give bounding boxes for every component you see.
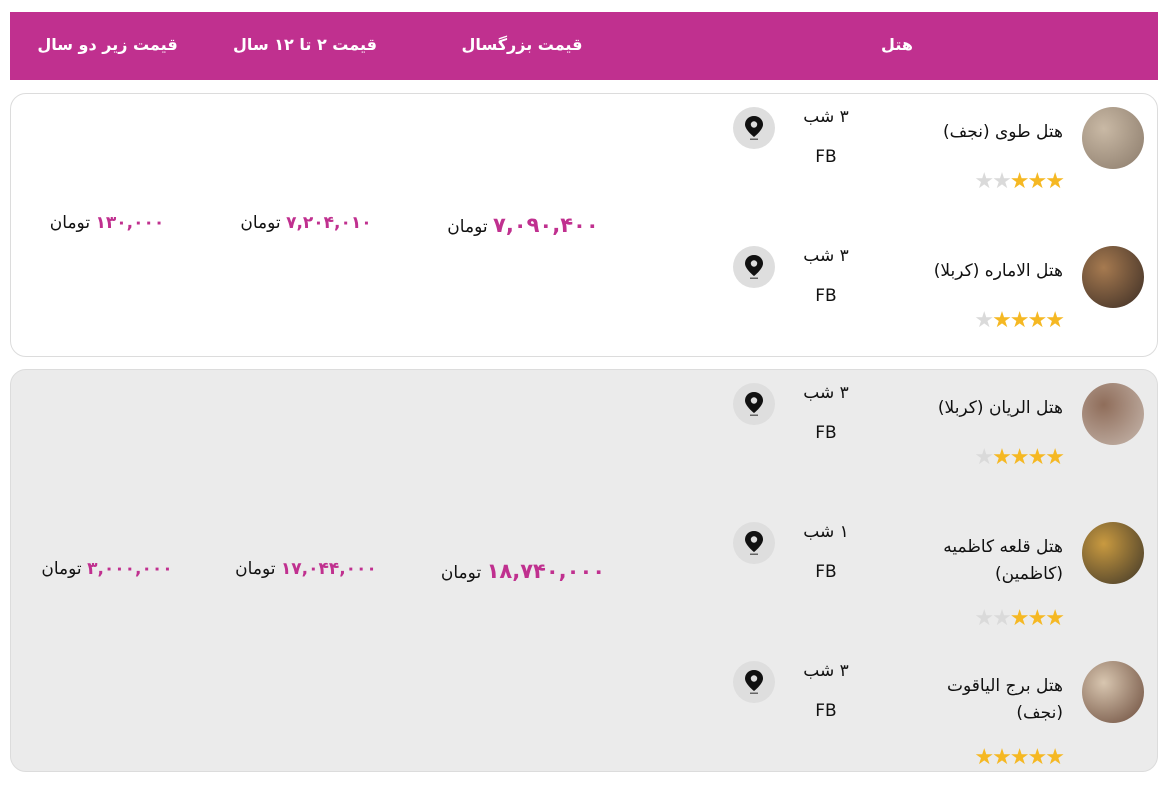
hotel-stars: ★★★★★ bbox=[974, 606, 1065, 631]
star-icon: ★ bbox=[992, 606, 1012, 631]
star-icon: ★ bbox=[974, 308, 994, 333]
nights: ۱ شب bbox=[803, 522, 849, 542]
star-icon: ★ bbox=[1045, 606, 1065, 631]
star-icon: ★ bbox=[974, 169, 994, 194]
nights: ۳ شب bbox=[803, 383, 849, 403]
board-type: FB bbox=[815, 423, 837, 443]
star-icon: ★ bbox=[1045, 445, 1065, 470]
star-icon: ★ bbox=[1045, 308, 1065, 333]
map-pin-button[interactable] bbox=[733, 107, 775, 149]
hotel-stars: ★★★★★ bbox=[974, 308, 1065, 333]
star-icon: ★ bbox=[1045, 745, 1065, 770]
map-pin-button[interactable] bbox=[733, 522, 775, 564]
adult-price: ۷,۰۹۰,۴۰۰ تومان bbox=[423, 213, 623, 237]
header-adult-price: قیمت بزرگسال bbox=[461, 35, 583, 54]
star-icon: ★ bbox=[1027, 169, 1048, 194]
currency-label: تومان bbox=[235, 558, 276, 579]
map-pin-icon bbox=[745, 531, 763, 555]
star-icon: ★ bbox=[1027, 606, 1048, 631]
hotel-row: هتل طوی (نجف) ★★★★★ ۳ شب FB bbox=[11, 107, 1157, 237]
hotel-name[interactable]: هتل الاماره (کربلا) bbox=[933, 261, 1063, 281]
infant-price: ۳,۰۰۰,۰۰۰ تومان bbox=[7, 559, 207, 579]
header-hotel: هتل bbox=[881, 35, 913, 54]
nights: ۳ شب bbox=[803, 107, 849, 127]
price-value: ۱۸,۷۴۰,۰۰۰ bbox=[486, 558, 606, 583]
currency-label: تومان bbox=[49, 213, 91, 233]
star-icon: ★ bbox=[1009, 745, 1030, 770]
hotel-stars: ★★★★★ bbox=[974, 745, 1065, 770]
child-price: ۷,۲۰۴,۰۱۰ تومان bbox=[206, 213, 406, 233]
currency-label: تومان bbox=[41, 558, 82, 579]
hotel-name[interactable]: هتل طوی (نجف) bbox=[943, 122, 1063, 142]
star-icon: ★ bbox=[1009, 606, 1030, 631]
hotel-image[interactable] bbox=[1082, 246, 1144, 308]
star-icon: ★ bbox=[1045, 169, 1065, 194]
header-infant-price: قیمت زیر دو سال bbox=[37, 35, 178, 54]
star-icon: ★ bbox=[992, 169, 1012, 194]
map-pin-icon bbox=[745, 670, 763, 694]
hotel-image[interactable] bbox=[1082, 522, 1144, 584]
hotel-name[interactable]: هتل برج الیاقوت (نجف) bbox=[947, 676, 1063, 723]
hotel-row: هتل قلعه کاظمیه (کاظمین) ★★★★★ ۱ شب FB bbox=[11, 522, 1157, 652]
price-value: ۱۷,۰۴۴,۰۰۰ bbox=[280, 558, 377, 579]
star-icon: ★ bbox=[1009, 169, 1030, 194]
map-pin-icon bbox=[745, 255, 763, 279]
hotel-row: هتل الاماره (کربلا) ★★★★★ ۳ شب FB bbox=[11, 246, 1157, 376]
nights: ۳ شب bbox=[803, 246, 849, 266]
map-pin-button[interactable] bbox=[733, 383, 775, 425]
adult-price: ۱۸,۷۴۰,۰۰۰ تومان bbox=[423, 559, 623, 583]
header-child-price: قیمت ۲ تا ۱۲ سال bbox=[233, 35, 377, 54]
price-value: ۳,۰۰۰,۰۰۰ bbox=[87, 558, 173, 579]
currency-label: تومان bbox=[447, 217, 488, 237]
board-type: FB bbox=[815, 562, 837, 582]
hotel-name[interactable]: هتل قلعه کاظمیه (کاظمین) bbox=[943, 537, 1063, 584]
hotel-stars: ★★★★★ bbox=[974, 169, 1065, 194]
infant-price: ۱۳۰,۰۰۰ تومان bbox=[7, 213, 207, 233]
currency-label: تومان bbox=[440, 562, 482, 583]
price-value: ۷,۲۰۴,۰۱۰ bbox=[286, 213, 372, 233]
star-icon: ★ bbox=[1027, 745, 1048, 770]
table-header: هتل قیمت بزرگسال قیمت ۲ تا ۱۲ سال قیمت ز… bbox=[10, 12, 1158, 80]
hotel-stars: ★★★★★ bbox=[974, 445, 1065, 470]
star-icon: ★ bbox=[974, 445, 994, 470]
star-icon: ★ bbox=[974, 745, 994, 770]
star-icon: ★ bbox=[1009, 445, 1030, 470]
package-card: هتل الریان (کربلا) ★★★★★ ۳ شب FB هتل قلع… bbox=[10, 369, 1158, 772]
star-icon: ★ bbox=[992, 308, 1012, 333]
map-pin-button[interactable] bbox=[733, 246, 775, 288]
currency-label: تومان bbox=[240, 213, 281, 233]
price-value: ۱۳۰,۰۰۰ bbox=[95, 213, 165, 233]
hotel-image[interactable] bbox=[1082, 107, 1144, 169]
nights: ۳ شب bbox=[803, 661, 849, 681]
board-type: FB bbox=[815, 286, 837, 306]
hotel-row: هتل برج الیاقوت (نجف) ★★★★★ ۳ شب FB bbox=[11, 661, 1157, 791]
map-pin-button[interactable] bbox=[733, 661, 775, 703]
board-type: FB bbox=[815, 147, 837, 167]
hotel-name[interactable]: هتل الریان (کربلا) bbox=[937, 398, 1063, 418]
price-value: ۷,۰۹۰,۴۰۰ bbox=[493, 213, 599, 237]
package-card: هتل طوی (نجف) ★★★★★ ۳ شب FB هتل الاماره … bbox=[10, 93, 1158, 357]
star-icon: ★ bbox=[1009, 308, 1030, 333]
star-icon: ★ bbox=[1027, 445, 1048, 470]
board-type: FB bbox=[815, 701, 837, 721]
star-icon: ★ bbox=[1027, 308, 1048, 333]
star-icon: ★ bbox=[992, 445, 1012, 470]
star-icon: ★ bbox=[974, 606, 994, 631]
hotel-row: هتل الریان (کربلا) ★★★★★ ۳ شب FB bbox=[11, 383, 1157, 513]
hotel-image[interactable] bbox=[1082, 383, 1144, 445]
child-price: ۱۷,۰۴۴,۰۰۰ تومان bbox=[206, 559, 406, 579]
map-pin-icon bbox=[745, 116, 763, 140]
map-pin-icon bbox=[745, 392, 763, 416]
hotel-image[interactable] bbox=[1082, 661, 1144, 723]
star-icon: ★ bbox=[992, 745, 1012, 770]
